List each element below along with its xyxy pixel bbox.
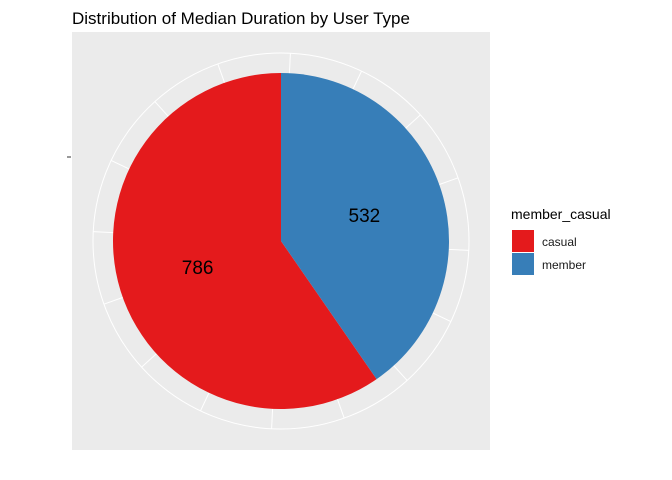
pie-slices [112,73,449,410]
legend-items: casual member [512,230,586,275]
legend-title: member_casual [511,206,611,222]
legend-swatch-member [512,253,534,275]
slice-labels: 786 532 [182,206,380,279]
slice-label-casual: 786 [182,258,214,279]
chart-title: Distribution of Median Duration by User … [72,9,410,28]
pie-slice-casual [112,73,377,410]
slice-label-member: 532 [349,206,381,227]
grid-circle [92,52,470,430]
legend-label-member: member [542,258,586,272]
pie-slice-member [281,73,449,380]
legend-label-casual: casual [542,235,577,249]
legend-swatch-casual [512,230,534,252]
legend: member_casual casual member [511,206,611,275]
